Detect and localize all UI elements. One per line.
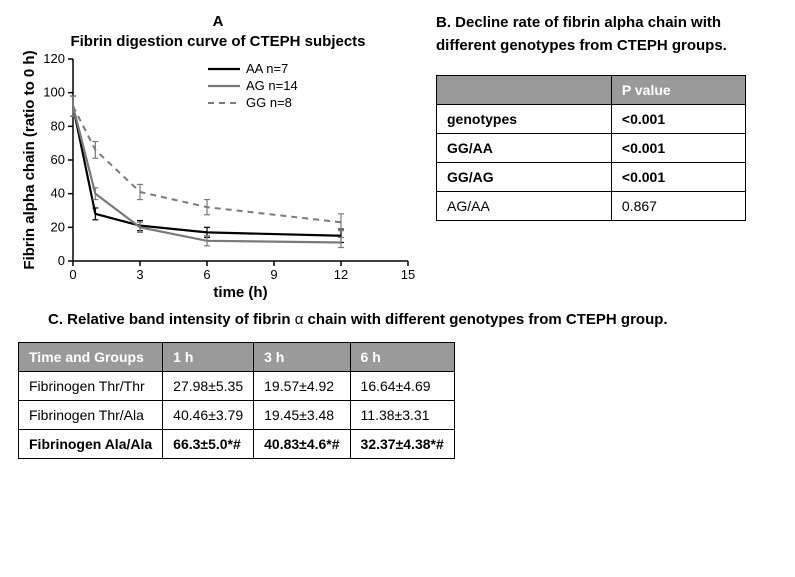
panel-a: A Fibrin digestion curve of CTEPH subjec… [18,12,418,301]
svg-text:60: 60 [51,152,65,167]
svg-text:AG n=14: AG n=14 [246,78,298,93]
panel-a-title-text: Fibrin digestion curve of CTEPH subjects [70,33,365,50]
svg-text:AA n=7: AA n=7 [246,61,288,76]
svg-text:100: 100 [43,85,65,100]
panel-b-title: B. Decline rate of fibrin alpha chain wi… [436,12,777,57]
panel-c-title: C. Relative band intensity of fibrin α c… [48,309,777,332]
svg-text:15: 15 [401,267,415,282]
panel-b: B. Decline rate of fibrin alpha chain wi… [436,12,777,221]
svg-text:0: 0 [69,267,76,282]
panel-c-table: Time and Groups1 h3 h6 hFibrinogen Thr/T… [18,342,455,459]
panel-a-letter: A [18,12,418,32]
svg-text:12: 12 [334,267,348,282]
svg-text:80: 80 [51,118,65,133]
svg-text:20: 20 [51,219,65,234]
svg-text:Fibrin alpha chain (ratio to 0: Fibrin alpha chain (ratio to 0 h) [21,51,38,270]
digestion-curve-chart: 0 20 40 60 80 100 120 0 3 6 9 12 15 time (h) Fibrin al… [18,51,418,301]
panel-b-table: P valuegenotypes<0.001GG/AA<0.001GG/AG<0… [436,75,746,221]
svg-text:6: 6 [203,267,210,282]
svg-text:0: 0 [58,253,65,268]
svg-text:time (h): time (h) [213,284,267,301]
svg-text:3: 3 [136,267,143,282]
svg-text:9: 9 [270,267,277,282]
svg-text:GG n=8: GG n=8 [246,95,292,110]
svg-text:40: 40 [51,186,65,201]
panel-a-title: A Fibrin digestion curve of CTEPH subjec… [18,12,418,51]
svg-text:120: 120 [43,51,65,66]
